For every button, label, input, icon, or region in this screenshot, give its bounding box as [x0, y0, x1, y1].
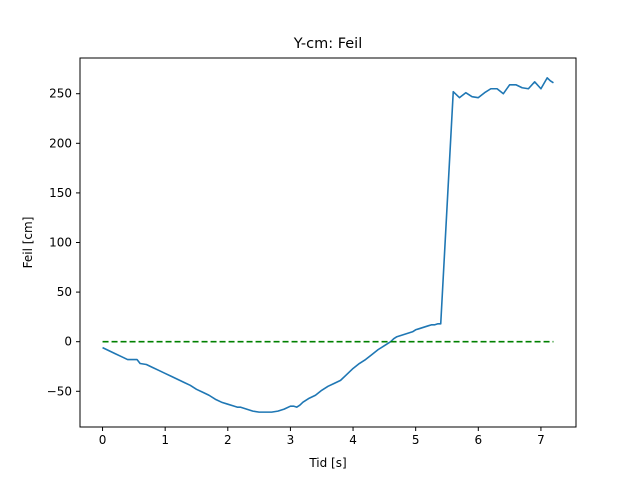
x-tick-label: 5: [412, 433, 420, 447]
y-axis-ticks: −50 0 50 100 150 200 250: [47, 87, 80, 398]
x-axis-ticks: 0 1 2 3 4 5 6 7: [99, 427, 545, 447]
series-layer: [102, 77, 554, 413]
chart-title: Y-cm: Feil: [293, 36, 363, 52]
x-tick-label: 2: [224, 433, 232, 447]
y-axis-label: Feil [cm]: [21, 217, 35, 269]
y-tick-label: 50: [57, 285, 72, 299]
y-tick-label: 250: [49, 87, 72, 101]
x-tick-label: 3: [287, 433, 295, 447]
y-tick-label: 100: [49, 236, 72, 250]
y-tick-label: 0: [64, 335, 72, 349]
x-tick-label: 6: [474, 433, 482, 447]
x-tick-label: 4: [349, 433, 357, 447]
series-line-1: [102, 77, 554, 413]
y-tick-label: 200: [49, 136, 72, 150]
x-tick-label: 1: [161, 433, 169, 447]
y-tick-label: 150: [49, 186, 72, 200]
x-tick-label: 0: [99, 433, 107, 447]
y-tick-label: −50: [47, 384, 72, 398]
x-axis-label: Tid [s]: [308, 456, 346, 470]
x-tick-label: 7: [537, 433, 545, 447]
